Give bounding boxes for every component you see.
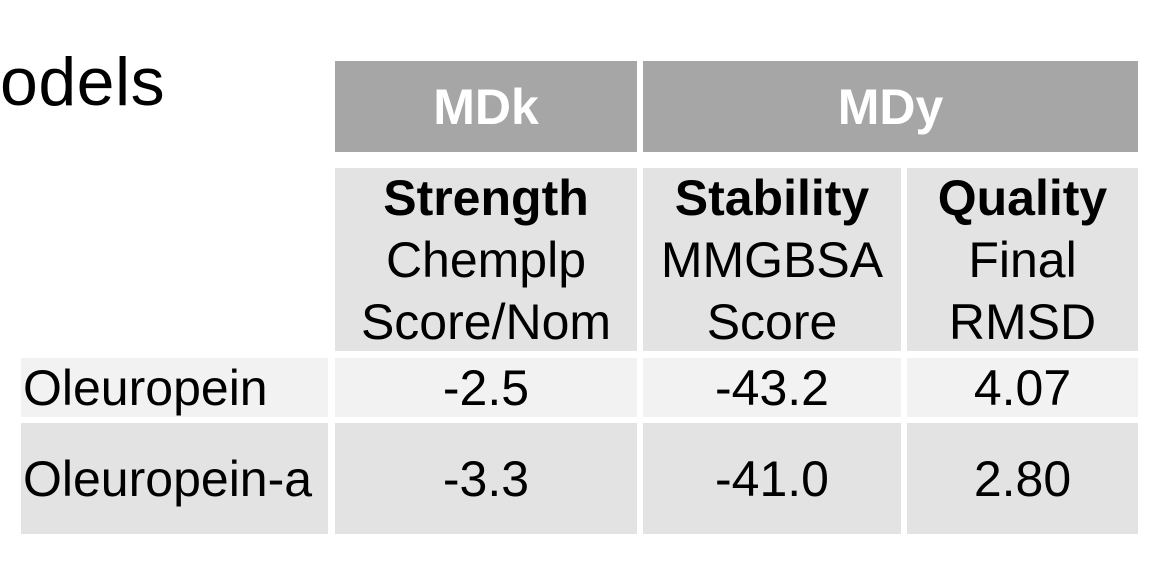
table-cell: 2.80 bbox=[907, 423, 1138, 534]
metric-line: Score/Nom bbox=[360, 293, 612, 350]
table-cell: -41.0 bbox=[643, 423, 901, 534]
metric-line: Final bbox=[968, 231, 1077, 288]
metric-name: Stability bbox=[674, 169, 870, 226]
metric-name: Strength bbox=[383, 169, 589, 226]
metric-line: RMSD bbox=[948, 293, 1097, 350]
group-header-mdy: MDy bbox=[643, 61, 1138, 152]
table-cell: -3.3 bbox=[335, 423, 637, 534]
metric-line: Chemplp bbox=[385, 231, 587, 288]
metric-name: Quality bbox=[937, 169, 1108, 226]
metric-header-strength: Strength Chemplp Score/Nom bbox=[335, 168, 637, 351]
metric-header-quality: Quality Final RMSD bbox=[907, 168, 1138, 351]
metric-line: Score bbox=[706, 293, 838, 350]
metric-header-stability: Stability MMGBSA Score bbox=[643, 168, 901, 351]
row-label: Oleuropein-a bbox=[21, 423, 328, 534]
row-label: Oleuropein bbox=[21, 358, 328, 417]
group-header-mdk: MDk bbox=[335, 61, 637, 152]
metric-line: MMGBSA bbox=[660, 231, 884, 288]
table-cell: -2.5 bbox=[335, 358, 637, 417]
table-cell: -43.2 bbox=[643, 358, 901, 417]
table-cell: 4.07 bbox=[907, 358, 1138, 417]
slide-title: odels bbox=[0, 44, 166, 120]
